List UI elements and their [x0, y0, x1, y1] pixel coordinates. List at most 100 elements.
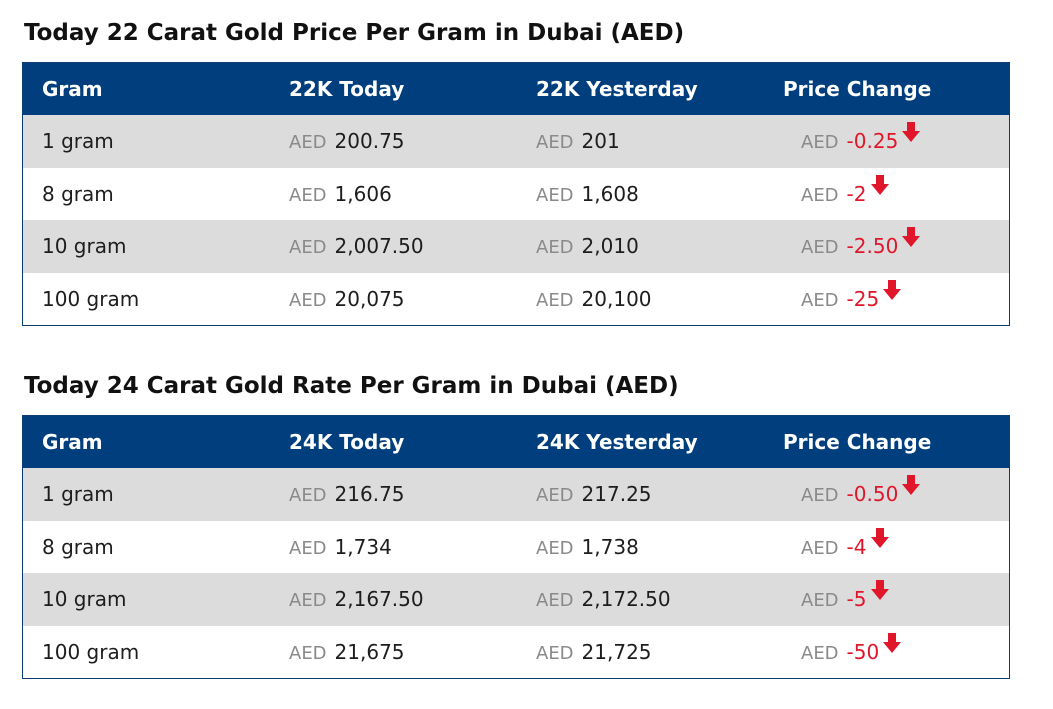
today-price: 21,675: [334, 639, 405, 664]
currency-label: AED: [536, 184, 574, 206]
today-price-cell: AED 1,734: [270, 535, 517, 559]
today-price: 1,606: [334, 181, 392, 206]
arrow-down-icon: [882, 279, 902, 305]
yesterday-price-cell: AED 1,608: [517, 182, 764, 206]
price-change-value: -50: [846, 639, 880, 664]
table-row: 10 gram AED 2,167.50 AED 2,172.50 AED -5: [23, 573, 1009, 626]
currency-label: AED: [289, 289, 327, 311]
currency-label: AED: [536, 537, 574, 559]
yesterday-price: 1,608: [581, 181, 639, 206]
table-row: 8 gram AED 1,606 AED 1,608 AED -2: [23, 167, 1009, 220]
currency-label: AED: [801, 132, 839, 154]
today-price: 2,167.50: [334, 587, 424, 612]
price-change-cell: AED -2: [764, 174, 1009, 206]
header-gram: Gram: [42, 430, 103, 454]
currency-label: AED: [289, 642, 327, 664]
arrow-down-icon: [901, 226, 921, 252]
yesterday-price: 201: [581, 129, 620, 154]
yesterday-price: 217.25: [581, 482, 652, 507]
table-row: 100 gram AED 20,075 AED 20,100 AED -25: [23, 272, 1009, 325]
today-price-cell: AED 2,167.50: [270, 587, 517, 611]
price-change-value: -2: [846, 181, 867, 206]
currency-label: AED: [801, 642, 839, 664]
gram-cell: 10 gram: [23, 234, 270, 258]
currency-label: AED: [536, 485, 574, 507]
price-change-cell: AED -50: [764, 632, 1009, 664]
today-price: 216.75: [334, 482, 405, 507]
header-price-change: Price Change: [783, 77, 932, 101]
price-change-value: -4: [846, 534, 867, 559]
table-row: 1 gram AED 200.75 AED 201 AED -0.25: [23, 115, 1009, 168]
gram-label: 100 gram: [42, 286, 140, 311]
yesterday-price: 2,010: [581, 234, 639, 259]
gram-cell: 100 gram: [23, 287, 270, 311]
table-header: Gram 22K Today 22K Yesterday Price Chang…: [23, 63, 1009, 115]
header-price-change: Price Change: [783, 430, 932, 454]
header-yesterday: 24K Yesterday: [536, 430, 698, 454]
currency-label: AED: [536, 590, 574, 612]
gram-label: 1 gram: [42, 482, 114, 507]
price-change-cell: AED -0.50: [764, 475, 1009, 507]
today-price: 2,007.50: [334, 234, 424, 259]
currency-label: AED: [289, 485, 327, 507]
table-row: 1 gram AED 216.75 AED 217.25 AED -0.50: [23, 468, 1009, 521]
yesterday-price: 20,100: [581, 286, 652, 311]
yesterday-price-cell: AED 2,010: [517, 234, 764, 258]
price-change-value: -5: [846, 587, 867, 612]
header-yesterday: 22K Yesterday: [536, 77, 698, 101]
gram-cell: 8 gram: [23, 182, 270, 206]
currency-label: AED: [801, 289, 839, 311]
currency-label: AED: [801, 537, 839, 559]
price-change-value: -2.50: [846, 234, 899, 259]
currency-label: AED: [289, 237, 327, 259]
currency-label: AED: [801, 485, 839, 507]
currency-label: AED: [801, 237, 839, 259]
price-change-value: -25: [846, 286, 880, 311]
today-price: 200.75: [334, 129, 405, 154]
price-change-cell: AED -25: [764, 279, 1009, 311]
arrow-down-icon: [901, 121, 921, 147]
gram-label: 10 gram: [42, 234, 127, 259]
currency-label: AED: [536, 289, 574, 311]
currency-label: AED: [289, 537, 327, 559]
arrow-down-icon: [870, 174, 890, 200]
yesterday-price: 2,172.50: [581, 587, 671, 612]
currency-label: AED: [801, 184, 839, 206]
today-price-cell: AED 1,606: [270, 182, 517, 206]
yesterday-price-cell: AED 20,100: [517, 287, 764, 311]
yesterday-price-cell: AED 2,172.50: [517, 587, 764, 611]
gram-label: 1 gram: [42, 129, 114, 154]
today-price-cell: AED 20,075: [270, 287, 517, 311]
yesterday-price-cell: AED 201: [517, 129, 764, 153]
today-price-cell: AED 200.75: [270, 129, 517, 153]
gram-cell: 100 gram: [23, 640, 270, 664]
price-change-cell: AED -2.50: [764, 227, 1009, 259]
currency-label: AED: [289, 184, 327, 206]
price-change-cell: AED -0.25: [764, 122, 1009, 154]
today-price: 1,734: [334, 534, 392, 559]
yesterday-price-cell: AED 21,725: [517, 640, 764, 664]
arrow-down-icon: [870, 527, 890, 553]
gram-label: 8 gram: [42, 181, 114, 206]
price-change-cell: AED -5: [764, 580, 1009, 612]
currency-label: AED: [536, 132, 574, 154]
today-price: 20,075: [334, 286, 405, 311]
table-row: 100 gram AED 21,675 AED 21,725 AED -50: [23, 625, 1009, 678]
header-today: 22K Today: [289, 77, 405, 101]
gram-cell: 1 gram: [23, 482, 270, 506]
gold-24k-table: Gram 24K Today 24K Yesterday Price Chang…: [22, 415, 1010, 679]
yesterday-price-cell: AED 217.25: [517, 482, 764, 506]
price-change-cell: AED -4: [764, 527, 1009, 559]
currency-label: AED: [536, 237, 574, 259]
arrow-down-icon: [882, 632, 902, 658]
arrow-down-icon: [901, 474, 921, 500]
yesterday-price: 1,738: [581, 534, 639, 559]
currency-label: AED: [289, 590, 327, 612]
gram-cell: 1 gram: [23, 129, 270, 153]
table-row: 10 gram AED 2,007.50 AED 2,010 AED -2.50: [23, 220, 1009, 273]
table-title-22k: Today 22 Carat Gold Price Per Gram in Du…: [24, 20, 685, 46]
yesterday-price: 21,725: [581, 639, 652, 664]
today-price-cell: AED 21,675: [270, 640, 517, 664]
currency-label: AED: [289, 132, 327, 154]
